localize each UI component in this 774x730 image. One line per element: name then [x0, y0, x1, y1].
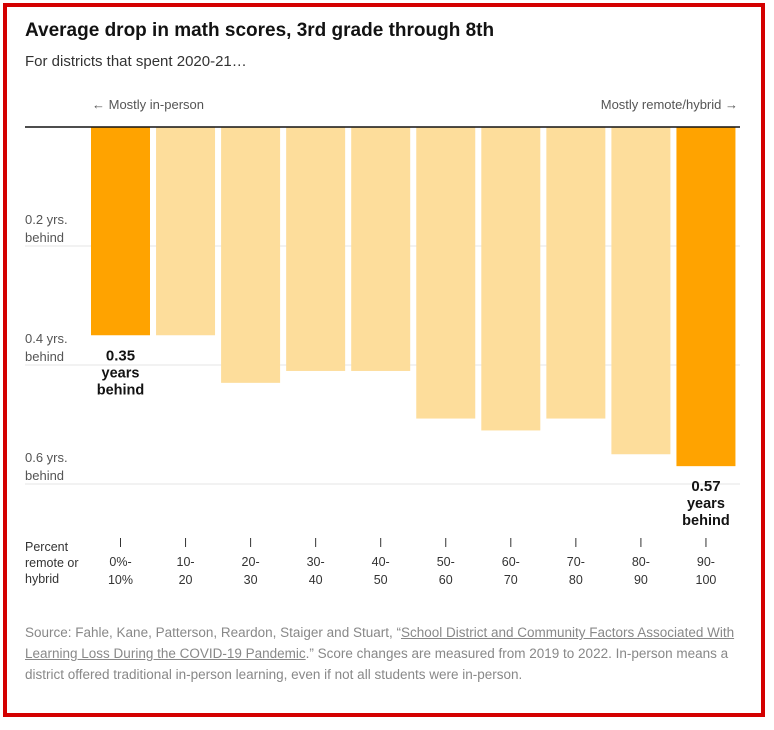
x-tick-label: 20 — [179, 573, 193, 587]
bar-chart: 0.35yearsbehind0.57yearsbehind0%-10%10-2… — [0, 0, 774, 610]
x-axis-header-line: remote or — [25, 555, 79, 571]
x-tick-label: 10- — [177, 555, 195, 569]
x-tick-label: 30- — [307, 555, 325, 569]
x-axis-header-line: Percent — [25, 539, 79, 555]
x-tick-label: 60 — [439, 573, 453, 587]
x-tick-label: 40- — [372, 555, 390, 569]
x-tick-label: 90- — [697, 555, 715, 569]
bar — [156, 127, 215, 335]
x-tick-label: 20- — [242, 555, 260, 569]
bar — [286, 127, 345, 371]
x-axis-header-line: hybrid — [25, 571, 79, 587]
x-tick-label: 0%- — [109, 555, 131, 569]
x-tick-label: 70 — [504, 573, 518, 587]
x-tick-label: 100 — [696, 573, 717, 587]
x-tick-label: 90 — [634, 573, 648, 587]
x-tick-label: 80- — [632, 555, 650, 569]
bar-annotation: behind — [97, 382, 145, 398]
x-tick-label: 60- — [502, 555, 520, 569]
bar-annotation: 0.35 — [106, 347, 135, 364]
bar — [91, 127, 150, 335]
bar — [351, 127, 410, 371]
x-tick-label: 10% — [108, 573, 133, 587]
bar-annotation: years — [687, 496, 725, 512]
bar — [481, 127, 540, 430]
bar — [221, 127, 280, 383]
x-tick-label: 50- — [437, 555, 455, 569]
bar — [416, 127, 475, 419]
bar — [676, 127, 735, 466]
bar-annotation: behind — [682, 513, 730, 529]
source-prefix: Source: Fahle, Kane, Patterson, Reardon,… — [25, 625, 401, 640]
x-tick-label: 40 — [309, 573, 323, 587]
bar — [546, 127, 605, 419]
x-tick-label: 50 — [374, 573, 388, 587]
x-axis-header: Percent remote or hybrid — [25, 539, 79, 587]
x-tick-label: 70- — [567, 555, 585, 569]
bar — [611, 127, 670, 454]
bar-annotation: years — [102, 365, 140, 381]
x-tick-label: 80 — [569, 573, 583, 587]
bar-annotation: 0.57 — [691, 478, 720, 495]
x-tick-label: 30 — [244, 573, 258, 587]
source-note: Source: Fahle, Kane, Patterson, Reardon,… — [25, 622, 735, 685]
